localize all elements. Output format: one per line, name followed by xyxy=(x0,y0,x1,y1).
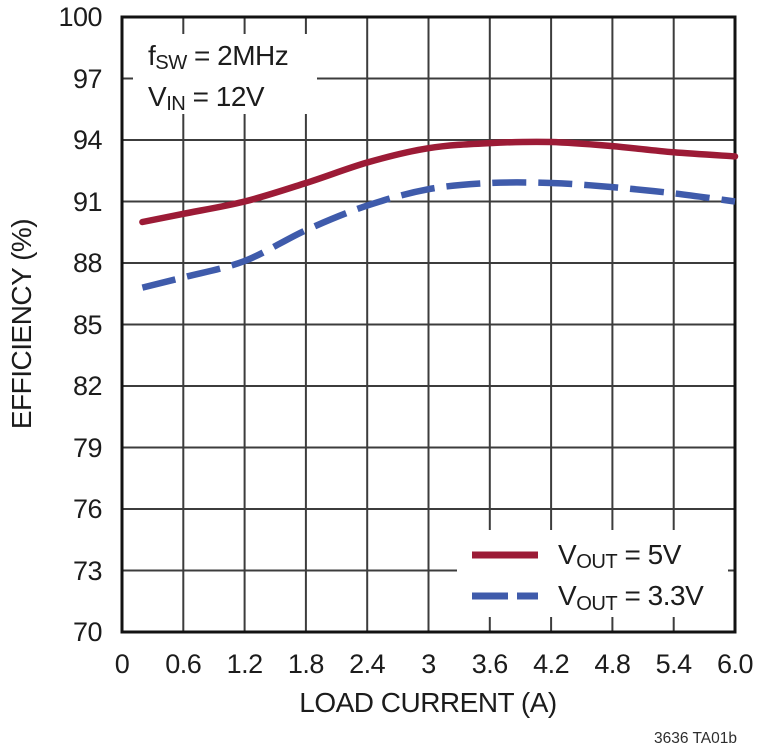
legend-label-vout-5v: VOUT = 5V xyxy=(558,538,681,574)
figure-caption: 3636 TA01b xyxy=(653,730,737,747)
x-axis-title: LOAD CURRENT (A) xyxy=(299,687,557,718)
y-tick-label: 73 xyxy=(72,555,103,586)
y-tick-label: 79 xyxy=(72,432,103,463)
fsw-condition: fSW = 2MHz xyxy=(148,40,289,75)
x-tick-label: 3.6 xyxy=(471,649,509,679)
y-axis-title: EFFICIENCY (%) xyxy=(6,218,37,430)
y-tick-label: 91 xyxy=(72,186,103,217)
x-tick-label: 0.6 xyxy=(165,649,202,679)
vin-condition: VIN = 12V xyxy=(148,81,265,116)
x-tick-label: 0 xyxy=(114,649,130,679)
legend: VOUT = 5V VOUT = 3.3V xyxy=(457,530,728,617)
legend-swatch-dashed-line xyxy=(472,592,538,600)
curve-vout-5v xyxy=(139,138,739,226)
x-tick-label: 4.8 xyxy=(594,649,631,679)
x-tick-label: 1.8 xyxy=(287,649,325,679)
y-tick-label: 88 xyxy=(72,248,103,278)
y-tick-label: 100 xyxy=(58,2,102,32)
x-tick-label: 1.2 xyxy=(226,649,264,679)
y-tick-label: 82 xyxy=(72,371,103,401)
x-tick-label: 6.0 xyxy=(716,649,754,679)
y-tick-label: 70 xyxy=(72,617,103,647)
legend-item-vout-5v: VOUT = 5V xyxy=(469,535,728,575)
curve-vout-3-3v xyxy=(141,179,736,291)
x-tick-label: 3 xyxy=(421,649,436,679)
y-tick-label: 76 xyxy=(72,494,103,524)
x-tick-label: 4.2 xyxy=(533,649,570,679)
legend-label-vout-3v3: VOUT = 3.3V xyxy=(558,580,704,615)
y-tick-label: 94 xyxy=(72,125,103,155)
x-tick-label: 5.4 xyxy=(655,649,693,679)
legend-swatch-solid-line xyxy=(472,551,538,559)
y-tick-label: 97 xyxy=(72,63,103,94)
legend-item-vout-3v3: VOUT = 3.3V xyxy=(469,576,728,616)
test-conditions: fSW = 2MHz VIN = 12V xyxy=(133,34,317,115)
y-tick-label: 85 xyxy=(72,309,103,340)
x-tick-label: 2.4 xyxy=(349,649,386,679)
